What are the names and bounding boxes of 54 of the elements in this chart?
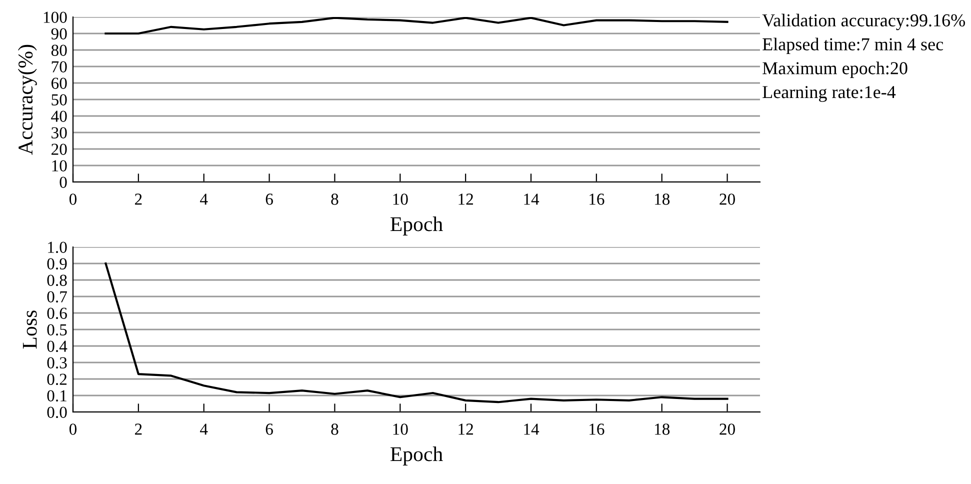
x-tick-label: 8 <box>331 194 338 205</box>
y-tick-label: 40 <box>51 110 67 122</box>
x-tick-label: 18 <box>654 194 670 205</box>
x-tick-label: 0 <box>69 194 77 205</box>
x-tick-label: 14 <box>524 194 540 205</box>
text: Validation accuracy:99.16% <box>762 14 965 30</box>
x-tick-label: 12 <box>458 194 473 205</box>
x-tick-label: 8 <box>331 424 338 435</box>
y-tick-label: 70 <box>52 61 67 72</box>
x-tick-label: 10 <box>393 194 408 205</box>
x-tick-label: 18 <box>654 424 670 435</box>
x-tick-label: 6 <box>266 194 273 205</box>
x-tick-label: 20 <box>720 194 735 205</box>
x-tick-label: 20 <box>720 424 735 435</box>
y-tick-label: 0.3 <box>47 357 67 369</box>
x-axis-title: Epoch <box>390 446 443 466</box>
y-tick-label: 60 <box>51 78 67 89</box>
x-tick-label: 16 <box>590 194 604 205</box>
y-tick-label: 0.0 <box>47 406 67 418</box>
x-tick-label: 4 <box>200 194 208 205</box>
x-axis-title: Epoch <box>390 216 443 236</box>
y-tick-label: 0.8 <box>47 274 67 286</box>
x-tick-label: 0 <box>69 424 77 435</box>
y-tick-label: 0.7 <box>47 291 67 303</box>
y-tick-label: 0.9 <box>47 258 67 270</box>
text: Maximum epoch:20 <box>762 62 908 78</box>
x-tick-label: 2 <box>134 194 142 205</box>
y-tick-label: 100 <box>44 12 67 23</box>
y-axis-title: Accuracy(%) <box>18 44 37 155</box>
x-tick-label: 12 <box>458 424 473 435</box>
text: Learning rate:1e-4 <box>762 86 896 102</box>
y-tick-label: 0.1 <box>47 390 66 402</box>
y-tick-label: 1.0 <box>48 242 67 254</box>
line-series <box>104 17 728 35</box>
y-tick-label: 0.6 <box>47 308 67 320</box>
y-tick-label: 0 <box>60 176 67 188</box>
x-tick-label: 10 <box>393 424 408 435</box>
x-tick-label: 16 <box>590 424 604 435</box>
y-tick-label: 80 <box>51 44 67 56</box>
y-axis-title: Loss <box>22 310 37 349</box>
y-tick-label: 50 <box>52 94 67 106</box>
y-tick-label: 0.4 <box>47 340 68 352</box>
y-tick-label: 20 <box>52 144 67 155</box>
x-tick-label: 6 <box>266 424 273 435</box>
y-tick-label: 90 <box>51 28 67 40</box>
y-tick-label: 10 <box>52 160 67 172</box>
y-tick-label: 0.5 <box>47 324 67 336</box>
y-tick-label: 30 <box>52 127 67 138</box>
x-tick-label: 2 <box>134 424 142 435</box>
x-tick-label: 14 <box>524 424 540 435</box>
x-tick-label: 4 <box>200 424 208 435</box>
line-series <box>104 262 728 404</box>
text: Elapsed time:7 min 4 sec <box>762 38 944 54</box>
y-tick-label: 0.2 <box>47 374 67 386</box>
